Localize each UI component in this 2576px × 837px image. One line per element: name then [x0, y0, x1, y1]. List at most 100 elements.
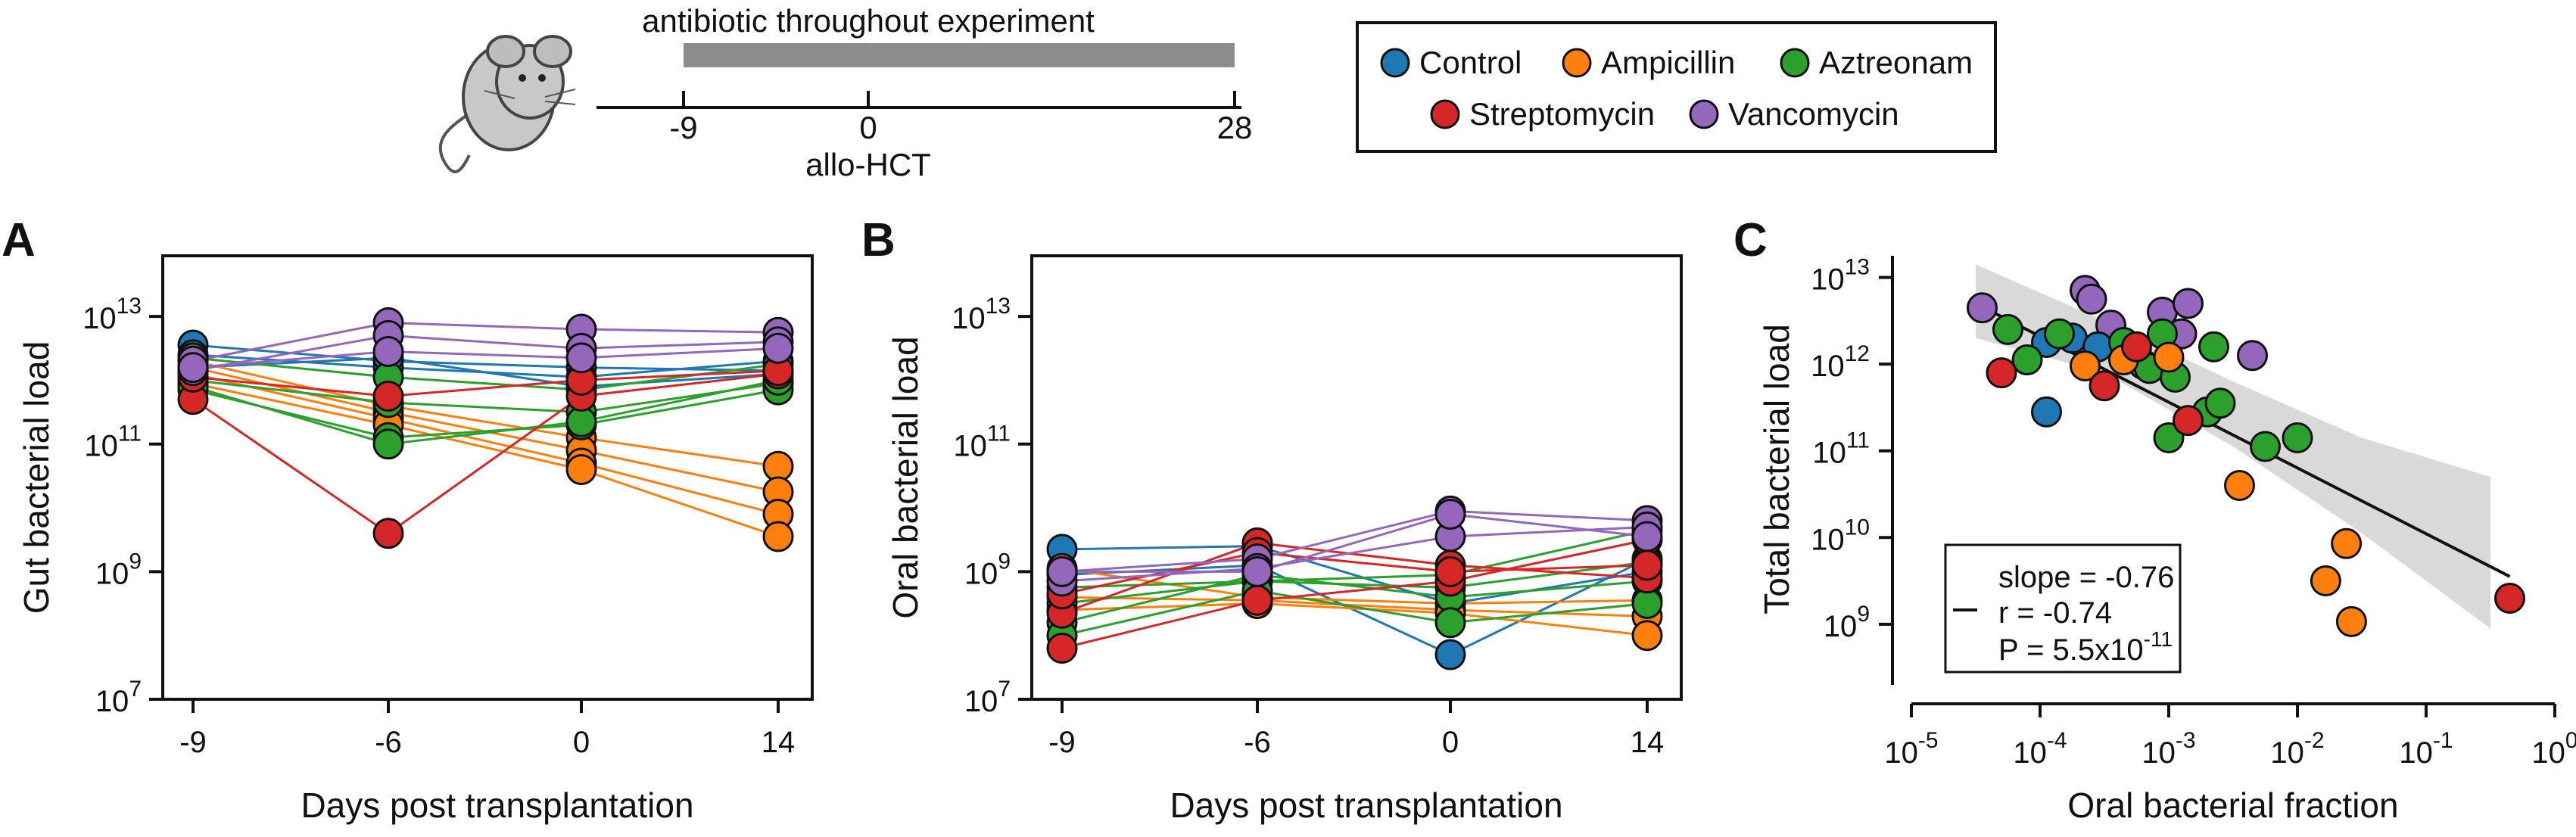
panelc-y-tick-label: 1012: [1811, 341, 1870, 383]
panela-series-line-streptomycin-13: [192, 369, 779, 398]
panelb-y-tick-label: 107: [964, 677, 1011, 718]
panelb-point-streptomycin-12-3: [1434, 555, 1466, 587]
panel-a-ylabel: Gut bacterial load: [17, 341, 56, 615]
panelb-series-line-vancomycin-15: [1062, 512, 1648, 573]
panel-a-xlabel: Days post transplantation: [301, 786, 693, 825]
panela-series-line-aztreonam-9: [192, 378, 779, 414]
panela-point-vancomycin-16-1: [177, 352, 209, 384]
panel-a-plot-frame: [161, 254, 814, 701]
panel-c-r-text: r = -0.74: [1998, 596, 2112, 630]
panel-c-stats-frame: [1944, 543, 2182, 674]
panela-y-tick-label: 109: [95, 549, 142, 590]
panelc-point-streptomycin-38: [2173, 405, 2204, 437]
panelb-point-vancomycin-15-3: [1434, 499, 1466, 530]
panel-b-x-ticks: -9 -6 0 14: [1048, 699, 1664, 759]
panela-point-streptomycin-13-2: [372, 381, 404, 412]
panel-a-chart: -9 -6 0 14 107 109 1011 1013 Days post transpl…: [17, 254, 814, 825]
panelb-y-tick-label: 1011: [953, 422, 1011, 463]
panela-point-ampicillin-7-3: [565, 454, 597, 485]
timeline-tick-start: -9: [669, 110, 697, 145]
panelc-point-streptomycin-39: [2494, 583, 2525, 614]
panela-x-tick-label: -6: [375, 726, 402, 759]
panela-point-vancomycin-16-4: [762, 332, 794, 364]
panel-b-series-lines: [1061, 509, 1648, 656]
panel-c-chart: 10-5 10-4 10-3 10-2 10-1 100 1091010101110121…: [1757, 255, 2576, 825]
timeline-tick-end: 28: [1217, 110, 1253, 145]
panela-series-line-vancomycin-14: [192, 321, 779, 362]
panelc-y-tick-label: 1010: [1811, 515, 1870, 556]
panel-b-ylabel: Oral bacterial load: [886, 336, 925, 618]
panel-b-data-points: [1046, 495, 1663, 671]
panela-series-line-streptomycin-12: [192, 372, 779, 535]
panela-y-tick-label: 107: [95, 677, 142, 718]
panela-series-line-aztreonam-11: [192, 378, 779, 446]
legend-label-vancomycin: Vancomycin: [1728, 96, 1899, 132]
legend-label-control: Control: [1419, 45, 1522, 80]
panelc-point-aztreonam-17: [2044, 318, 2075, 350]
panelc-point-aztreonam-26: [2250, 431, 2281, 462]
antibiotic-bar: [684, 43, 1235, 67]
panel-b-xlabel: Days post transplantation: [1170, 786, 1562, 825]
panel-b-plot-frame: [1030, 254, 1683, 701]
panelb-series-line-streptomycin-10: [1061, 538, 1648, 649]
panel-c-y-ticks: 109 1010 1011 1012 1013: [1811, 255, 1892, 643]
panelb-point-streptomycin-10-2: [1241, 584, 1273, 616]
panelc-x-tick-label: 10-5: [1884, 728, 1938, 770]
legend-label-ampicillin: Ampicillin: [1601, 45, 1735, 80]
panelb-series-line-vancomycin-13: [1061, 509, 1648, 573]
panelc-point-aztreonam-22: [2198, 331, 2229, 362]
panelb-x-tick-label: -6: [1244, 726, 1271, 759]
panela-series-line-vancomycin-15: [192, 334, 779, 372]
panel-a-data-points: [177, 307, 794, 552]
panelb-x-tick-label: 14: [1631, 726, 1665, 759]
panelb-series-line-control-1: [1061, 545, 1648, 605]
panel-c-x-ticks: 10-5 10-4 10-3 10-2 10-1 100: [1884, 704, 2576, 770]
panelc-point-vancomycin-6: [2173, 288, 2204, 319]
panelb-y-tick-label: 1013: [952, 294, 1011, 335]
legend-item-streptomycin: Streptomycin: [1430, 96, 1655, 132]
panelb-series-line-aztreonam-9: [1061, 590, 1648, 637]
panelb-series-line-ampicillin-3: [1061, 567, 1648, 605]
panelc-point-ampicillin-30: [2153, 341, 2185, 373]
panelb-point-streptomycin-10-1: [1046, 633, 1078, 664]
panelb-series-line-aztreonam-7: [1061, 561, 1648, 605]
panelc-point-aztreonam-25: [2153, 422, 2185, 453]
panelc-point-ampicillin-32: [2331, 527, 2363, 559]
panela-point-aztreonam-11-2: [372, 428, 404, 460]
panelb-point-vancomycin-15-1: [1046, 555, 1078, 587]
panelb-point-vancomycin-15-2: [1241, 555, 1273, 587]
panela-series-line-aztreonam-10: [192, 388, 779, 439]
panelc-point-aztreonam-27: [2282, 422, 2313, 453]
panelc-point-ampicillin-29: [2070, 350, 2101, 381]
legend-item-aztreonam: Aztreonam: [1780, 45, 1973, 80]
panela-x-tick-label: 0: [573, 726, 590, 759]
panel-a-y-ticks: 107 109 1011 1013: [83, 294, 163, 718]
panelc-x-tick-label: 10-4: [2013, 728, 2067, 770]
panelb-point-aztreonam-9-3: [1434, 607, 1466, 639]
panel-c-data-points: [1967, 275, 2525, 637]
panel-c-p-text: P = 5.5x10-11: [1998, 627, 2173, 667]
panelb-x-tick-label: 0: [1442, 726, 1459, 759]
panela-point-vancomycin-16-3: [565, 342, 597, 374]
panela-y-tick-label: 1013: [83, 294, 142, 335]
panelb-series-line-ampicillin-5: [1061, 602, 1648, 637]
panel-letter-c: C: [1733, 214, 1768, 266]
panelc-point-streptomycin-35: [1986, 357, 2017, 389]
panel-a-series-lines: [192, 321, 779, 538]
panelb-x-tick-label: -9: [1048, 726, 1076, 759]
panelc-x-tick-label: 100: [2531, 728, 2576, 770]
legend-frame: [1356, 21, 1997, 153]
panela-x-tick-label: 14: [762, 726, 796, 759]
panel-c-ylabel: Total bacterial load: [1757, 324, 1796, 615]
legend-item-control: Control: [1380, 45, 1522, 80]
panel-a-x-ticks: -9 -6 0 14: [179, 699, 795, 759]
panelb-series-line-streptomycin-11: [1061, 541, 1648, 615]
legend-label-streptomycin: Streptomycin: [1469, 96, 1655, 132]
panela-series-line-aztreonam-8: [192, 356, 779, 391]
panelc-point-vancomycin-1: [1967, 292, 1998, 324]
panela-point-ampicillin-7-4: [762, 521, 794, 552]
panel-c-p-exponent: -11: [2144, 627, 2173, 651]
panelc-point-streptomycin-36: [2089, 370, 2120, 402]
panelb-series-line-streptomycin-12: [1061, 551, 1648, 596]
